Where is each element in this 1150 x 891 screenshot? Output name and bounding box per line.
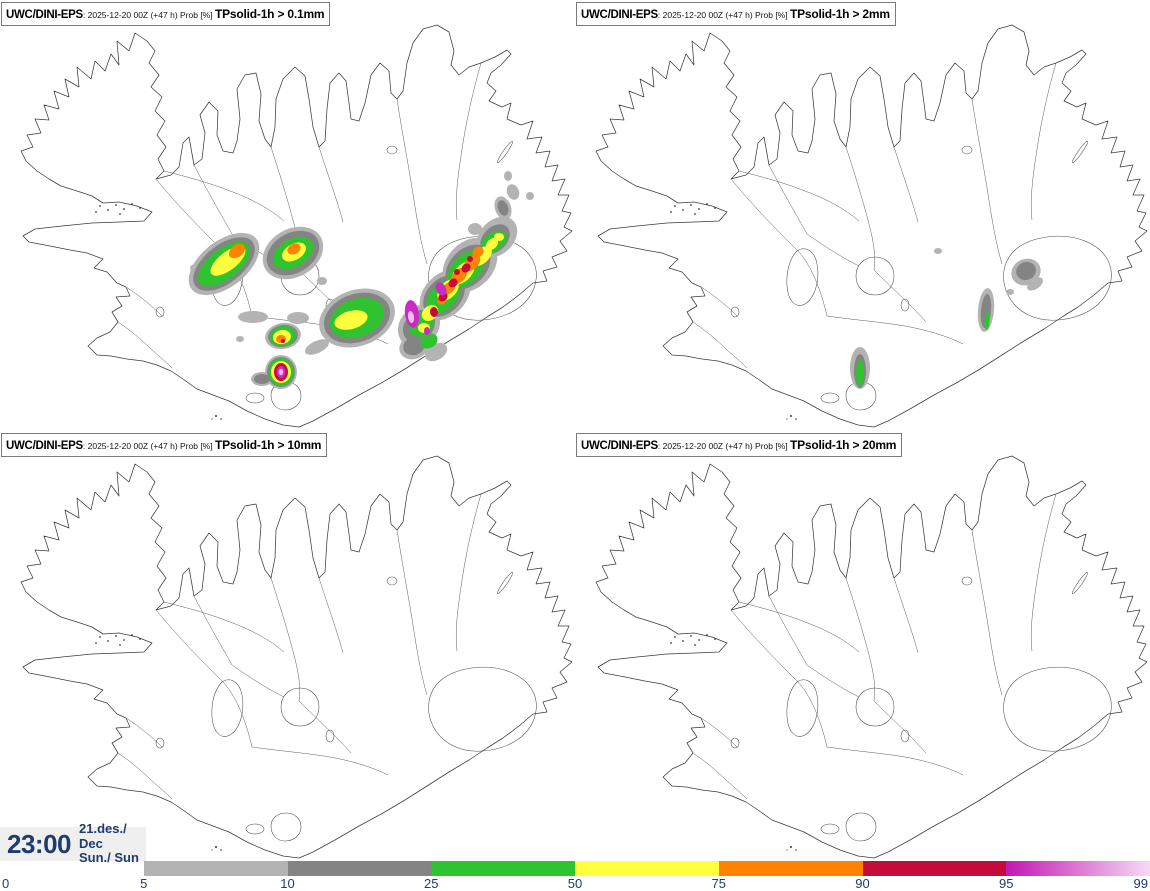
probability-blob <box>468 223 482 235</box>
probability-blob <box>407 311 415 323</box>
probability-blob <box>1027 277 1043 291</box>
probability-blob <box>526 192 534 200</box>
colorbar-tick-label: 90 <box>855 876 870 891</box>
probability-blob <box>504 171 512 181</box>
probability-blob <box>494 233 504 241</box>
panel-title: UWC/DINI-EPS: 2025-12-20 00Z (+47 h) Pro… <box>576 2 896 26</box>
probability-colorbar <box>0 861 1150 876</box>
valid-time-box: 23:00 21.des./ Dec Sun./ Sun <box>0 822 146 865</box>
colorbar-tick-label: 99 <box>1133 876 1148 891</box>
probability-blob <box>424 327 430 335</box>
valid-date-top: 21.des./ Dec <box>79 821 127 851</box>
probability-blob <box>229 243 245 259</box>
iceland-map <box>20 21 573 428</box>
probability-blob <box>403 336 425 356</box>
iceland-map <box>595 452 1148 859</box>
forecast-panel-20mm: UWC/DINI-EPS: 2025-12-20 00Z (+47 h) Pro… <box>575 431 1150 861</box>
valid-time: 23:00 <box>7 828 72 859</box>
colorbar-tick-label: 10 <box>280 876 295 891</box>
colorbar-segment <box>143 861 288 876</box>
colorbar-segment <box>287 861 432 876</box>
colorbar-tick-label: 50 <box>567 876 583 891</box>
model-name: UWC/DINI-EPS <box>581 9 658 21</box>
probability-field <box>188 171 534 389</box>
probability-blob <box>1006 289 1014 295</box>
probability-blob <box>238 311 268 323</box>
model-name: UWC/DINI-EPS <box>6 440 83 452</box>
run-info: : 2025-12-20 00Z (+47 h) Prob [%] <box>657 10 790 20</box>
colorbar-tick-label: 5 <box>140 876 148 891</box>
probability-blob <box>856 360 864 386</box>
run-info: : 2025-12-20 00Z (+47 h) Prob [%] <box>82 441 215 451</box>
probability-blob <box>281 339 285 343</box>
probability-blob <box>467 256 473 262</box>
probability-blob <box>435 282 447 296</box>
probability-blob <box>287 243 301 255</box>
parameter-label: TPsolid-1h > 0.1mm <box>214 7 325 21</box>
panel-title: UWC/DINI-EPS: 2025-12-20 00Z (+47 h) Pro… <box>1 2 331 26</box>
model-name: UWC/DINI-EPS <box>6 9 83 21</box>
probability-blob <box>448 278 458 288</box>
colorbar-tick-labels: 0 5 10 25 50 75 90 95 99 <box>0 876 1150 891</box>
colorbar-tick-label: 25 <box>424 876 439 891</box>
probability-blob <box>429 307 439 317</box>
parameter-label: TPsolid-1h > 2mm <box>789 7 890 21</box>
probability-blob <box>506 184 520 200</box>
probability-field <box>850 248 1043 389</box>
probability-blob <box>934 248 942 254</box>
probability-blob <box>334 310 368 330</box>
probability-blob <box>420 333 438 349</box>
forecast-panel-0.1mm: UWC/DINI-EPS: 2025-12-20 00Z (+47 h) Pro… <box>0 0 575 430</box>
colorbar-tick-label: 0 <box>2 876 10 891</box>
probability-blob <box>278 368 284 376</box>
model-name: UWC/DINI-EPS <box>581 440 658 452</box>
probability-blob <box>236 336 244 342</box>
probability-blob <box>304 339 330 355</box>
valid-date-bottom: Sun./ Sun <box>79 850 139 866</box>
colorbar-segment <box>718 861 863 876</box>
colorbar-tick-label: 95 <box>999 876 1014 891</box>
valid-date: 21.des./ Dec Sun./ Sun <box>79 822 146 866</box>
colorbar-segment <box>862 861 1007 876</box>
iceland-map <box>595 21 1148 428</box>
probability-blob <box>287 312 309 324</box>
probability-blob <box>472 246 484 258</box>
panel-title: UWC/DINI-EPS: 2025-12-20 00Z (+47 h) Pro… <box>1 433 328 457</box>
colorbar-segment <box>1006 861 1150 876</box>
probability-blob <box>454 269 460 275</box>
forecast-panel-2mm: UWC/DINI-EPS: 2025-12-20 00Z (+47 h) Pro… <box>575 0 1150 430</box>
parameter-label: TPsolid-1h > 20mm <box>789 438 897 452</box>
probability-blob <box>984 312 990 330</box>
panel-title: UWC/DINI-EPS: 2025-12-20 00Z (+47 h) Pro… <box>576 433 903 457</box>
colorbar-segment <box>575 861 719 876</box>
run-info: : 2025-12-20 00Z (+47 h) Prob [%] <box>657 441 790 451</box>
run-info: : 2025-12-20 00Z (+47 h) Prob [%] <box>82 10 215 20</box>
probability-blob <box>317 277 327 285</box>
colorbar-segment <box>431 861 575 876</box>
colorbar-tick-label: 75 <box>711 876 726 891</box>
parameter-label: TPsolid-1h > 10mm <box>214 438 322 452</box>
probability-blob <box>254 374 270 384</box>
forecast-panel-10mm: UWC/DINI-EPS: 2025-12-20 00Z (+47 h) Pro… <box>0 431 575 861</box>
iceland-map <box>20 452 573 859</box>
probability-blob <box>461 263 471 273</box>
probability-blob <box>497 200 509 216</box>
probability-blob <box>1016 261 1036 281</box>
